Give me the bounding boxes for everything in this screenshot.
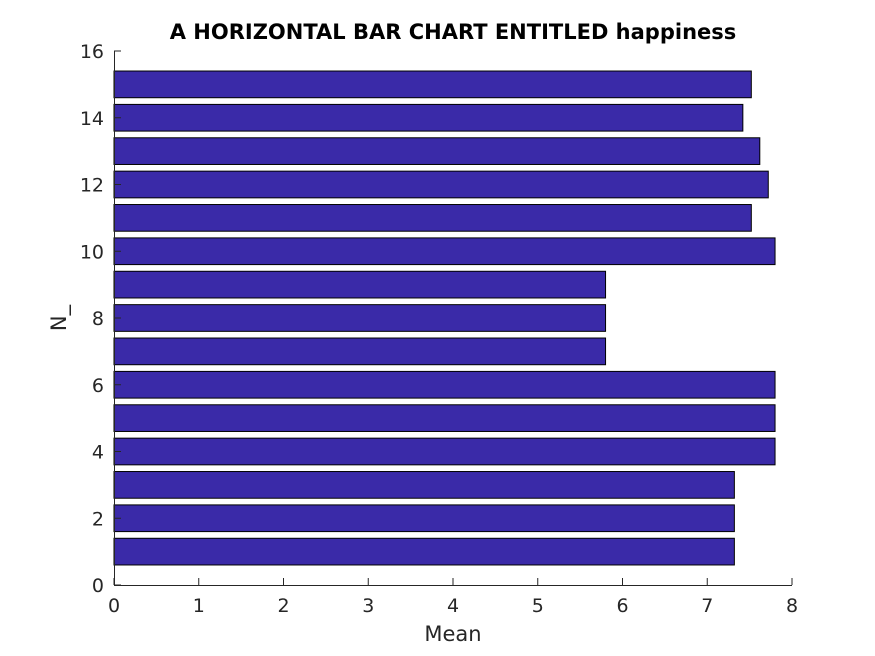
bar-10 (113, 237, 776, 266)
bar-8 (113, 304, 607, 332)
x-axis-label: Mean (424, 622, 481, 646)
x-tick-label: 2 (277, 595, 289, 617)
y-tick-label: 8 (92, 308, 104, 330)
bar-3 (113, 471, 735, 499)
y-tick-label: 0 (92, 575, 104, 597)
x-tick-label: 4 (447, 595, 459, 617)
bar-6 (113, 370, 776, 399)
bar-2 (113, 504, 735, 533)
y-ticks-group: 0 2 4 6 8 10 12 14 16 (80, 41, 121, 597)
bars-group (113, 70, 776, 566)
bar-13 (113, 137, 761, 165)
y-tick-label: 6 (92, 375, 104, 397)
chart-title: A HORIZONTAL BAR CHART ENTITLED happines… (170, 20, 737, 44)
y-tick-label: 10 (80, 241, 104, 263)
x-tick-label: 6 (616, 595, 628, 617)
bar-12 (113, 170, 769, 199)
bar-7 (113, 337, 607, 366)
bar-1 (113, 537, 735, 566)
y-tick-label: 16 (80, 41, 104, 63)
x-ticks-group: 0 1 2 3 4 5 6 7 8 (108, 578, 798, 617)
y-tick-label: 4 (92, 442, 104, 464)
y-tick-label: 2 (92, 508, 104, 530)
bar-14 (113, 103, 744, 132)
x-tick-label: 8 (786, 595, 798, 617)
x-tick-label: 0 (108, 595, 120, 617)
y-axis-label: N_ (47, 304, 72, 331)
bar-9 (113, 270, 607, 299)
bar-15 (113, 70, 752, 99)
bar-5 (113, 404, 776, 432)
bar-4 (113, 437, 776, 466)
x-tick-label: 3 (362, 595, 374, 617)
x-tick-label: 1 (193, 595, 205, 617)
y-tick-label: 14 (80, 108, 104, 130)
y-tick-label: 12 (80, 175, 104, 197)
x-tick-label: 7 (701, 595, 713, 617)
bar-11 (113, 204, 752, 232)
x-tick-label: 5 (532, 595, 544, 617)
